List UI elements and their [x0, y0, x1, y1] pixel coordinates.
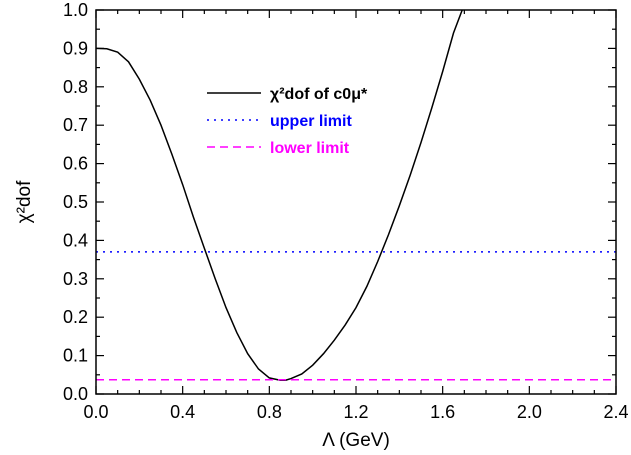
x-tick-label: 2.4	[603, 402, 628, 422]
y-tick-label: 1.0	[63, 0, 88, 20]
y-tick-label: 0.9	[63, 38, 88, 58]
x-tick-label: 0.8	[257, 402, 282, 422]
x-tick-label: 1.6	[430, 402, 455, 422]
series-line-solid	[95, 9, 463, 381]
axis-ticks: 0.0 0.1 0.2 0.3 0.4 0.5 0.6 0.7 0.8 0.9 1.0 0.0 0.4 0…	[63, 0, 629, 422]
y-tick-label: 0.6	[63, 154, 88, 174]
y-tick-label: 0.2	[63, 307, 88, 327]
plot-marks	[95, 9, 616, 381]
y-tick-label: 0.0	[63, 384, 88, 404]
x-tick-label: 0.0	[83, 402, 108, 422]
y-tick-label: 0.4	[63, 230, 88, 250]
x-tick-label: 0.4	[170, 402, 195, 422]
y-axis-label: χ²dof	[14, 180, 35, 223]
x-axis-label: Λ (GeV)	[322, 430, 390, 451]
legend-label-dotted: upper limit	[270, 113, 352, 130]
plot-frame	[95, 9, 617, 395]
y-tick-label: 0.8	[63, 77, 88, 97]
x-tick-label: 1.2	[343, 402, 368, 422]
y-tick-label: 0.5	[63, 192, 88, 212]
y-tick-label: 0.3	[63, 269, 88, 289]
y-tick-label: 0.1	[63, 346, 88, 366]
x-tick-label: 2.0	[517, 402, 542, 422]
legend-label-solid: χ²dof of c0μ*	[270, 86, 368, 103]
legend-label-dashed: lower limit	[270, 140, 350, 157]
legend: χ²dof of c0μ* upper limit lower limit	[207, 86, 368, 157]
y-tick-label: 0.7	[63, 115, 88, 135]
